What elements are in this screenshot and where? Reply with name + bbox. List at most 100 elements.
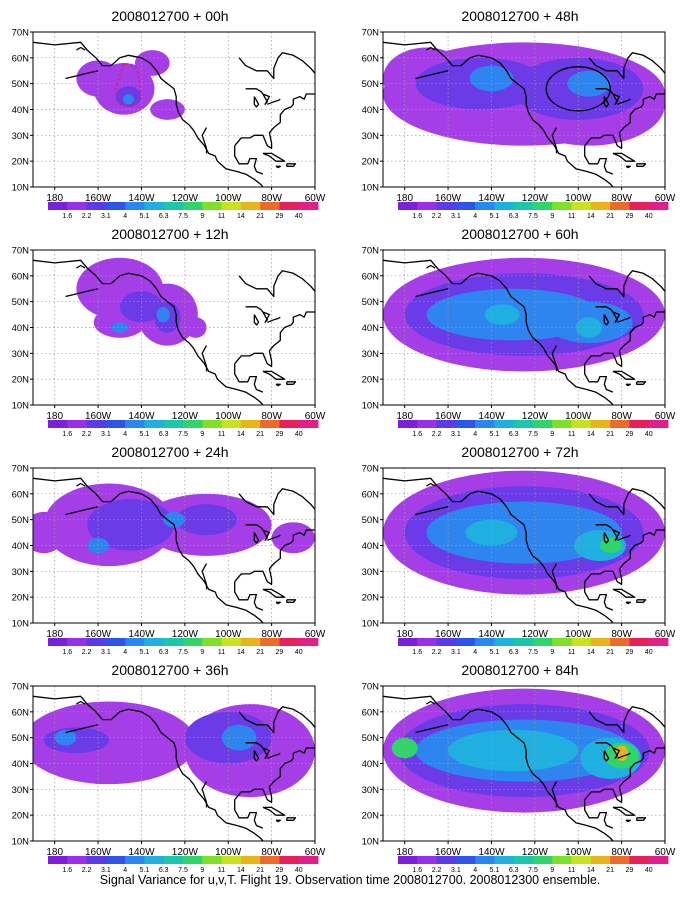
lon-tick-label: 60W	[655, 847, 676, 858]
lat-tick-label: 60N	[362, 53, 380, 64]
colorbar-swatch	[221, 638, 242, 646]
colorbar-label: 1.6	[412, 213, 422, 220]
lat-tick-label: 70N	[362, 28, 380, 39]
coastline	[584, 529, 665, 585]
lat-tick-label: 70N	[12, 28, 30, 39]
colorbar-swatch	[552, 420, 572, 428]
colorbar-swatch	[144, 856, 165, 864]
lat-tick-label: 30N	[362, 567, 380, 578]
lat-tick-label: 60N	[362, 271, 380, 282]
coastline	[584, 747, 665, 803]
colorbar-swatch	[590, 202, 611, 210]
lat-tick-label: 10N	[12, 619, 30, 630]
lon-tick-label: 160W	[435, 411, 462, 422]
lon-tick-label: 180	[396, 629, 413, 640]
variance-contour	[43, 727, 109, 754]
lon-tick-label: 100W	[215, 629, 242, 640]
colorbar-swatch	[648, 420, 669, 428]
coastline	[201, 127, 208, 154]
lat-tick-label: 70N	[12, 682, 30, 693]
gridlines	[383, 686, 665, 841]
coastline	[275, 383, 281, 387]
coastline	[267, 534, 281, 541]
colorbar-swatch	[398, 202, 418, 210]
lat-tick-label: 20N	[362, 593, 380, 604]
lat-tick-label: 20N	[12, 375, 30, 386]
coastline	[415, 70, 449, 80]
variance-contour	[176, 504, 237, 536]
colorbar-swatch	[590, 420, 611, 428]
colorbar-swatch	[260, 638, 280, 646]
colorbar-label: 5.1	[140, 213, 150, 220]
lat-tick-label: 30N	[362, 349, 380, 360]
map-plot: 10N 20N 30N 40N 50N 60N 70N 180 160W 140W 120W 100W…	[12, 246, 326, 439]
coastline	[234, 747, 315, 803]
colorbar-label: 1.6	[412, 867, 422, 874]
map-panel: 2008012700 + 84h 10N 20N 30N 40N 50N 60N 70N 180…	[350, 654, 690, 874]
coastline	[267, 752, 281, 759]
map-plot: 10N 20N 30N 40N 50N 60N 70N 180 160W 140W 120W 100W…	[362, 464, 676, 657]
coastlines	[33, 477, 315, 623]
coastline	[253, 532, 260, 544]
colorbar-swatch	[125, 202, 145, 210]
colorbar-swatch	[552, 638, 572, 646]
coastline	[76, 46, 86, 51]
coastline	[584, 145, 614, 175]
lat-tick-label: 40N	[362, 323, 380, 334]
colorbar-label: 7.5	[178, 649, 188, 656]
colorbar-label: 3.1	[451, 649, 461, 656]
coastline	[234, 363, 264, 393]
colorbar-swatch	[67, 202, 87, 210]
lon-tick-label: 60W	[305, 847, 326, 858]
colorbar-label: 2.2	[432, 867, 442, 874]
colorbar-swatch	[240, 856, 261, 864]
gridlines	[383, 468, 665, 623]
colorbar-swatch	[629, 856, 650, 864]
lon-tick-label: 180	[396, 847, 413, 858]
colorbar-swatch	[183, 202, 203, 210]
lat-tick-label: 40N	[362, 105, 380, 116]
lat-tick-label: 10N	[12, 183, 30, 194]
coastline	[415, 288, 449, 298]
coastline	[238, 52, 315, 80]
colorbar-swatch	[298, 638, 319, 646]
coastlines	[383, 41, 665, 187]
colorbar-swatch	[163, 638, 184, 646]
coastline	[612, 93, 621, 105]
lon-tick-label: 180	[46, 411, 63, 422]
colorbar-swatch	[610, 202, 630, 210]
colorbar-label: 2.2	[82, 213, 92, 220]
lon-tick-label: 100W	[565, 629, 592, 640]
colorbar-label: 4	[473, 213, 477, 220]
colorbar-swatch	[571, 638, 592, 646]
colorbar-swatch	[590, 856, 611, 864]
colorbar-label: 29	[626, 649, 634, 656]
lon-tick-label: 120W	[172, 629, 199, 640]
coastline	[584, 93, 665, 149]
colorbar-label: 21	[256, 867, 264, 874]
colorbar-label: 14	[237, 213, 245, 220]
colorbar-swatch	[455, 638, 476, 646]
colorbar: 1.6 2.2 3.1 4 5.1 6.3 7.5 9 11 14 21 29 40	[48, 420, 319, 438]
colorbar-label: 29	[276, 649, 284, 656]
coastline	[65, 70, 99, 80]
coastline	[383, 477, 614, 623]
lon-tick-label: 140W	[478, 411, 505, 422]
colorbar-label: 9	[550, 867, 554, 874]
colorbar-label: 2.2	[432, 213, 442, 220]
lat-tick-label: 50N	[362, 515, 380, 526]
coastline	[612, 370, 636, 380]
lat-tick-label: 30N	[362, 131, 380, 142]
variance-contour	[156, 306, 170, 323]
coastline	[262, 806, 286, 816]
colorbar-swatch	[436, 638, 457, 646]
coastline	[234, 581, 264, 611]
lon-tick-label: 140W	[478, 629, 505, 640]
coastline	[383, 259, 614, 405]
colorbar-swatch	[455, 202, 476, 210]
colorbar-label: 6.3	[159, 431, 169, 438]
colorbar-swatch	[436, 420, 457, 428]
lat-tick-label: 40N	[362, 541, 380, 552]
coastline	[415, 724, 449, 734]
colorbar-swatch	[105, 638, 126, 646]
